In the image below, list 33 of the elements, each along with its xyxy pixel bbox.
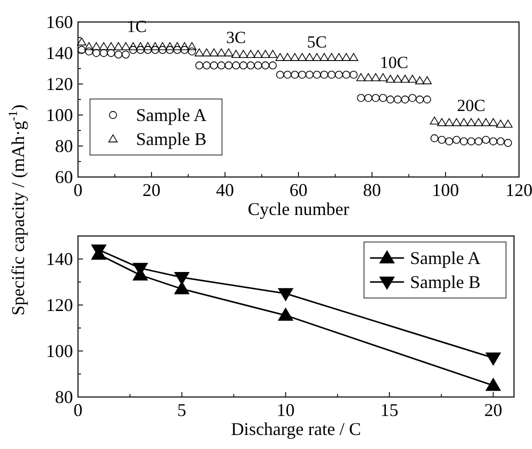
x-tick-label: 40 [216, 180, 234, 200]
annotation: 1C [126, 17, 147, 36]
legend-label: Sample B [410, 272, 480, 292]
x-tick-label: 80 [363, 180, 381, 200]
x-tick-label: 0 [74, 400, 82, 420]
annotation: 5C [306, 32, 327, 52]
y-tick-label: 80 [55, 136, 73, 156]
x-tick-label: 15 [380, 400, 398, 420]
y-tick-label: 100 [46, 105, 73, 125]
y-tick-label: 120 [46, 295, 73, 315]
y-tick-label: 120 [46, 74, 73, 94]
y-tick-label: 100 [46, 341, 73, 361]
annotation: 3C [226, 28, 246, 47]
x-tick-label: 0 [74, 180, 82, 200]
x-tick-label: 10 [276, 400, 295, 420]
y-tick-label: 140 [46, 43, 73, 63]
legend-label: Sample A [410, 248, 480, 268]
x-tick-label: 20 [142, 180, 160, 200]
y-tick-label: 140 [46, 249, 73, 269]
x-axis-title: Discharge rate / C [230, 419, 362, 439]
y-tick-label: 160 [46, 12, 73, 32]
y-tick-label: 60 [55, 167, 73, 187]
x-tick-label: 100 [432, 180, 459, 200]
legend-label: Sample B [136, 129, 206, 149]
x-axis-title: Cycle number [248, 199, 350, 219]
x-tick-label: 5 [177, 400, 186, 420]
annotation: 10C [380, 52, 408, 72]
legend-label: Sample A [136, 105, 206, 125]
x-tick-label: 60 [290, 180, 308, 200]
y-tick-label: 80 [55, 387, 73, 407]
annotation: 20C [457, 96, 486, 116]
x-tick-label: 120 [506, 180, 532, 200]
x-tick-label: 20 [484, 400, 502, 420]
